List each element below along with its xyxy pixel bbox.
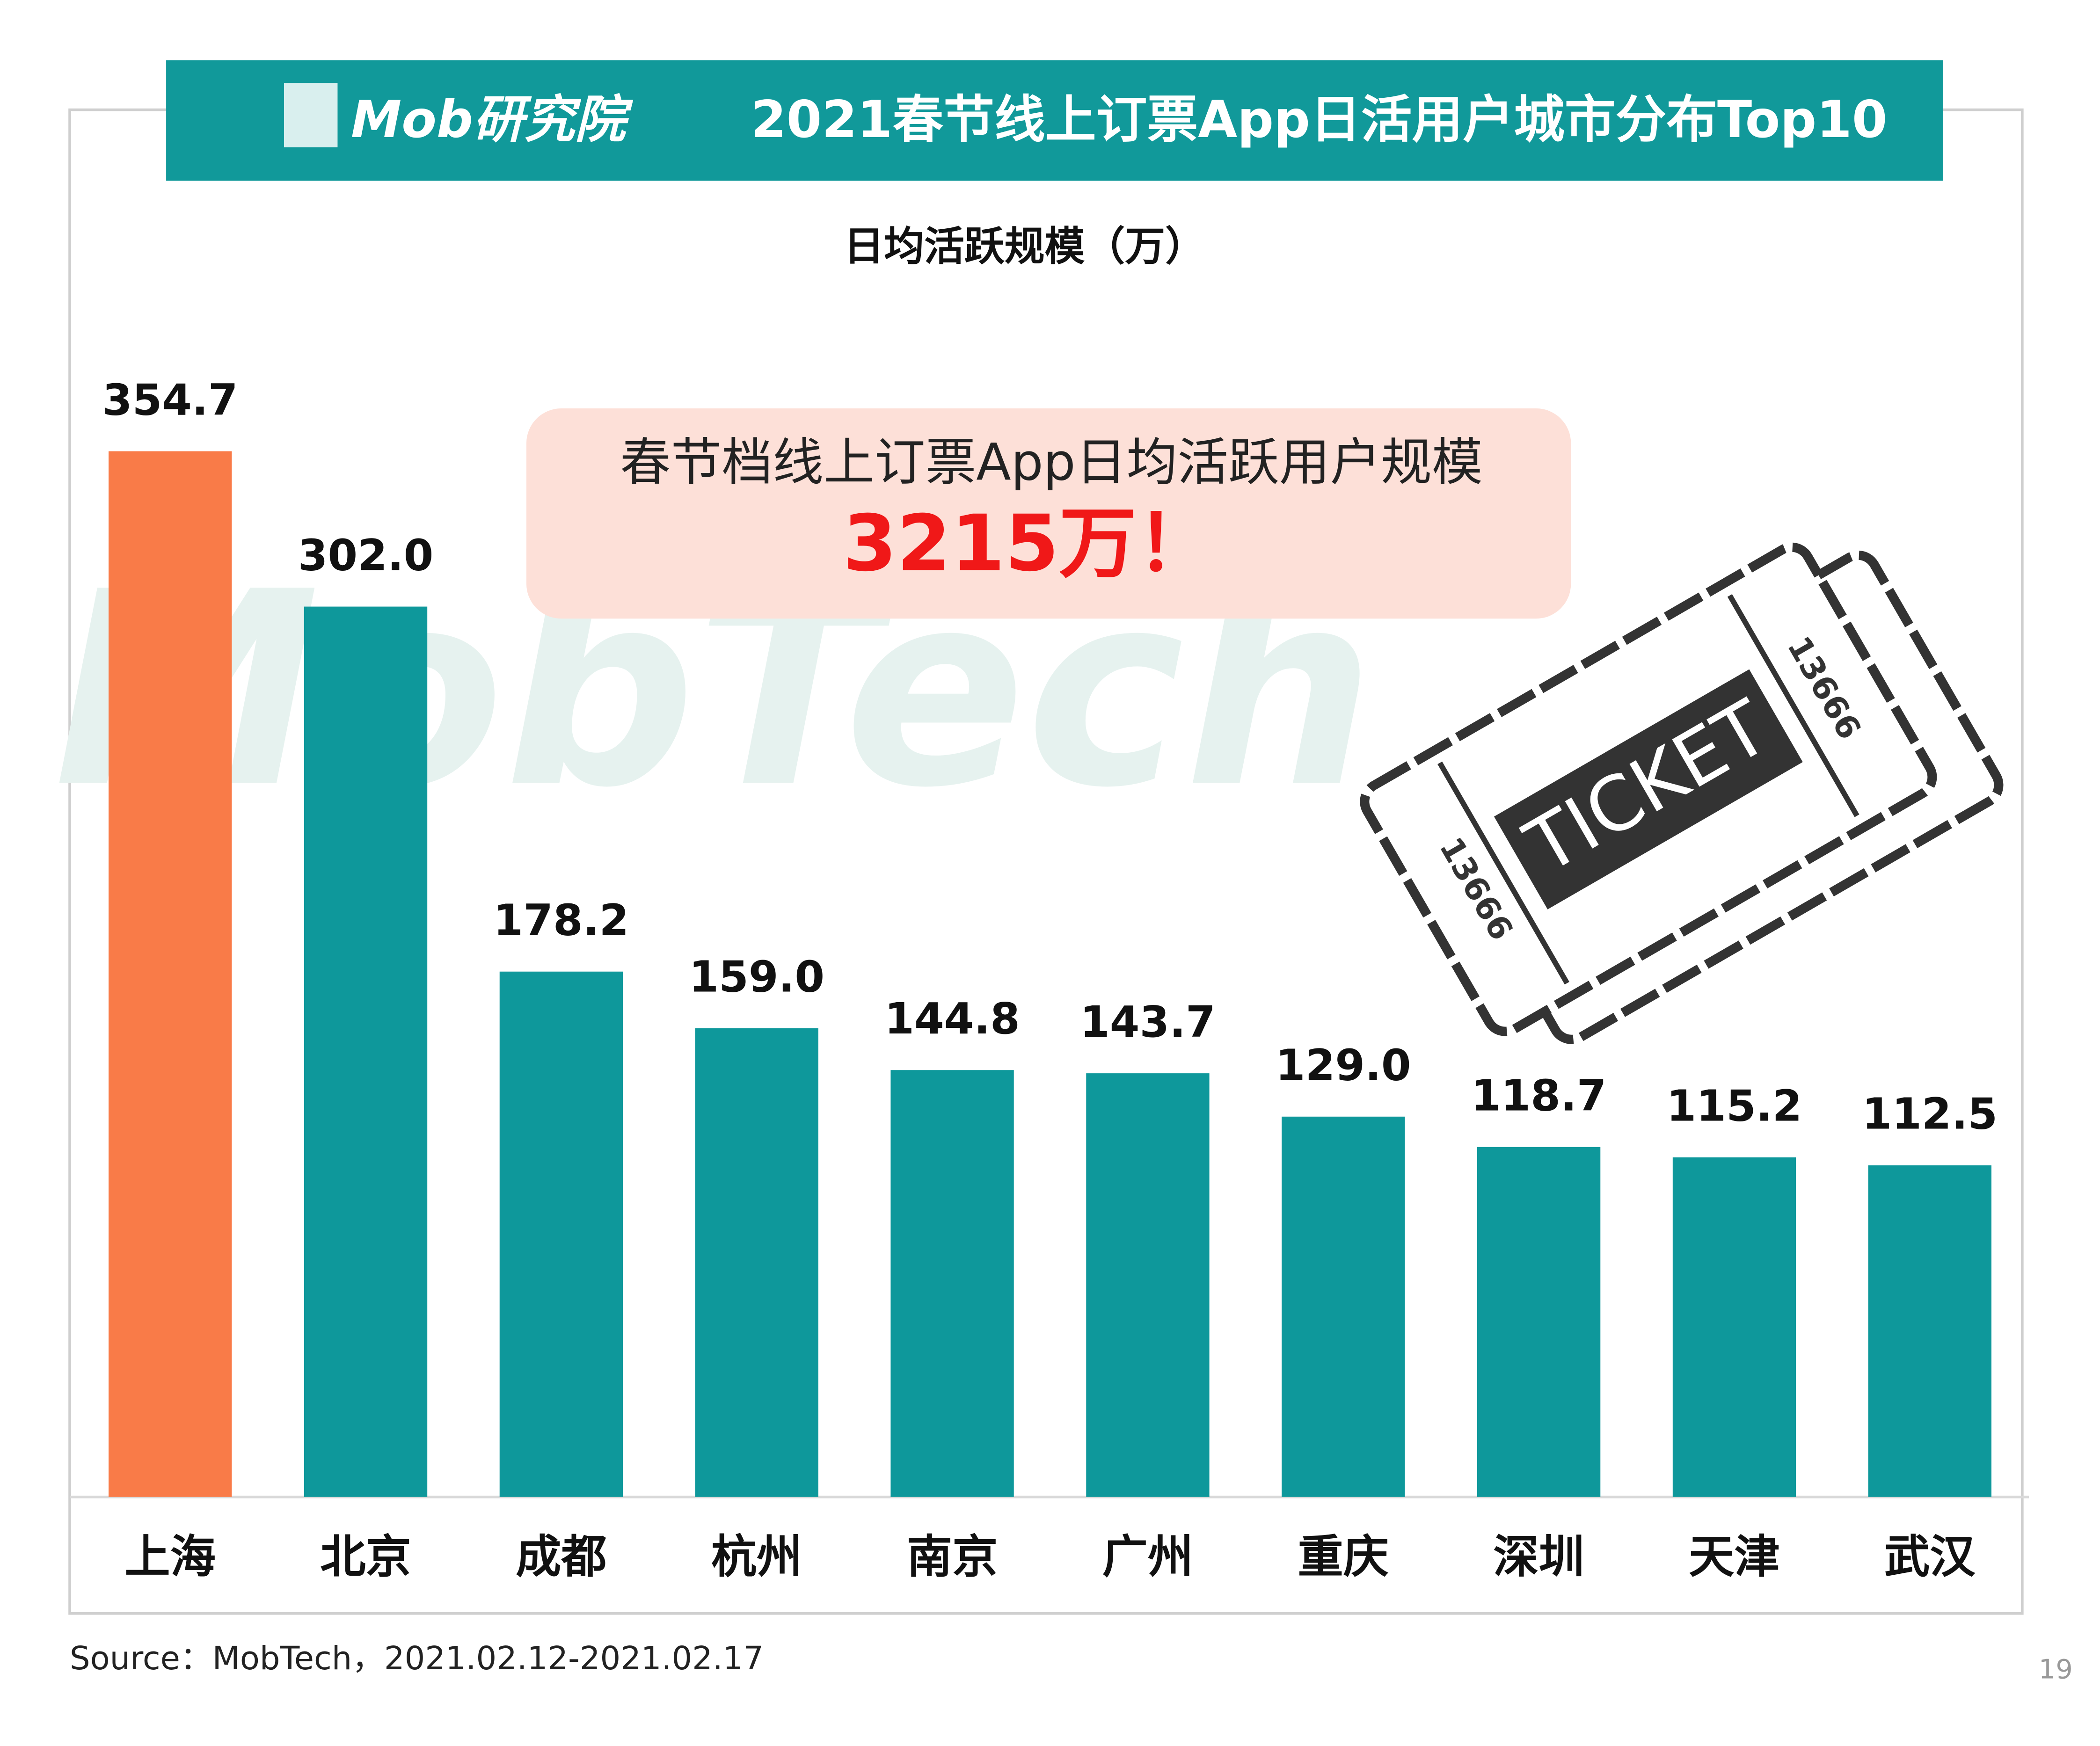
x-tick-label: 上海 — [124, 1530, 216, 1583]
bar — [1282, 1116, 1405, 1497]
x-tick-label: 北京 — [320, 1530, 411, 1583]
value-label: 159.0 — [689, 952, 824, 1002]
chart-title: 2021春节线上订票App日活用户城市分布Top10 — [751, 90, 1888, 149]
header-band — [166, 60, 1943, 181]
value-label: 354.7 — [102, 375, 238, 425]
bar — [695, 1028, 818, 1497]
bar — [1868, 1165, 1991, 1497]
bar — [890, 1070, 1014, 1497]
bar — [1672, 1157, 1796, 1497]
x-tick-label: 广州 — [1102, 1530, 1194, 1583]
value-label: 118.7 — [1471, 1071, 1607, 1121]
bar — [109, 451, 232, 1497]
ticket-label-box — [1494, 669, 1803, 909]
value-label: 178.2 — [494, 895, 629, 946]
x-tick-label: 天津 — [1689, 1530, 1780, 1583]
value-label: 144.8 — [884, 994, 1020, 1044]
ticket-divider — [1727, 594, 1859, 817]
value-label: 143.7 — [1080, 997, 1216, 1047]
x-tick-label: 深圳 — [1493, 1530, 1584, 1583]
x-tick-label: 杭州 — [711, 1530, 802, 1583]
callout-text: 春节档线上订票App日均活跃用户规模 — [620, 433, 1483, 492]
x-tick-label: 南京 — [907, 1530, 998, 1583]
source: Source：MobTech，2021.02.12-2021.02.17 — [70, 1640, 764, 1677]
bar — [499, 971, 623, 1497]
x-tick-label: 成都 — [516, 1530, 607, 1583]
callout-box — [526, 408, 1571, 619]
bar — [1086, 1073, 1210, 1497]
bar — [1477, 1147, 1601, 1497]
value-label: 302.0 — [298, 530, 434, 580]
chart-subtitle: 日均活跃规模（万） — [844, 223, 1205, 270]
value-label: 129.0 — [1276, 1040, 1411, 1091]
ticket-illustration: TICKET 13666 13666 — [1360, 542, 2004, 1044]
x-tick-label: 重庆 — [1298, 1530, 1389, 1583]
ticket-divider — [1437, 761, 1569, 985]
bar — [304, 606, 428, 1497]
logo: Mob研究院 — [351, 90, 633, 149]
value-label: 115.2 — [1667, 1081, 1802, 1131]
page-number: 19 — [2039, 1654, 2073, 1685]
callout-highlight: 3215万！ — [843, 499, 1214, 589]
logo-icon — [284, 83, 338, 147]
value-label: 112.5 — [1862, 1089, 1998, 1139]
x-tick-label: 武汉 — [1884, 1530, 1976, 1583]
